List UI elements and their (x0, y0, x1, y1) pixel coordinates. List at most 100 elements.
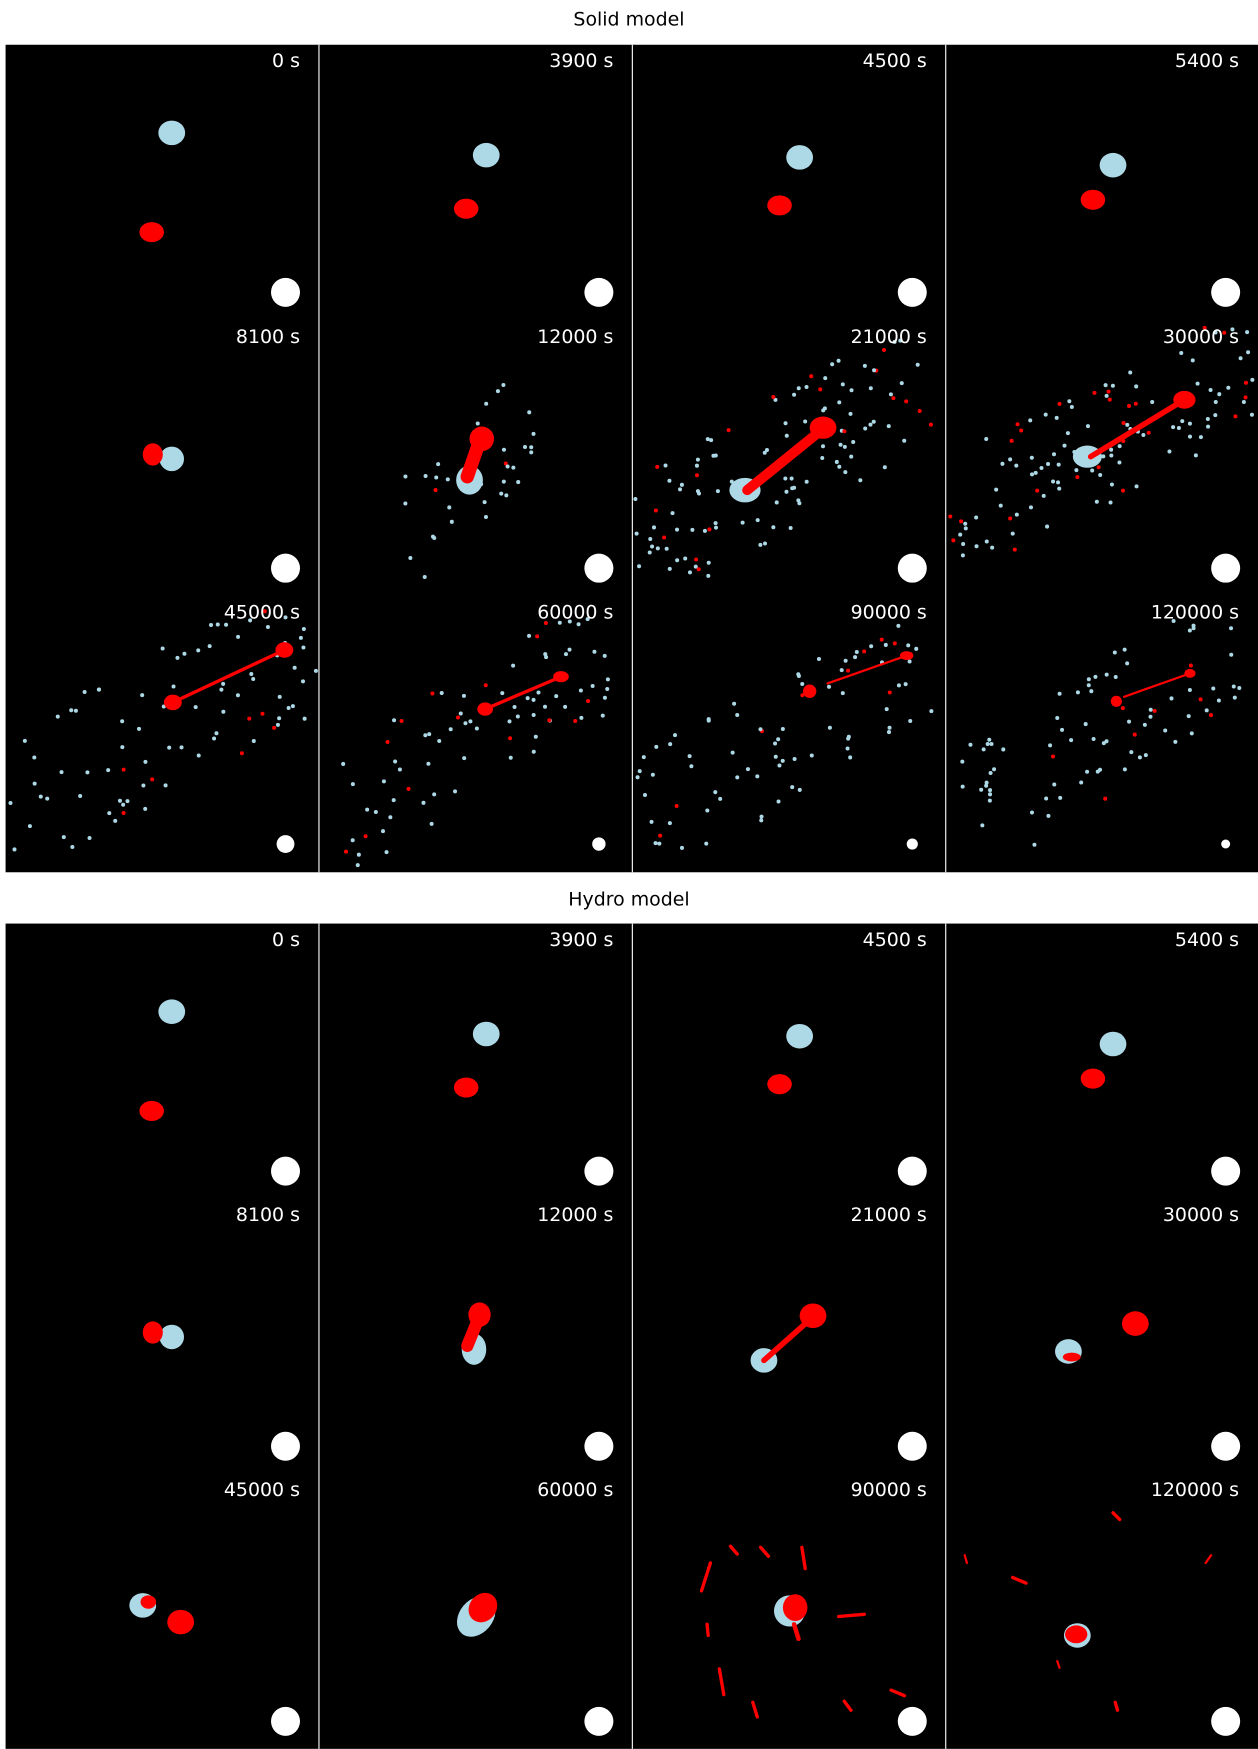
particle (783, 477, 787, 481)
particle (56, 715, 60, 719)
particle (1127, 404, 1131, 408)
particle (1030, 810, 1034, 814)
particle (113, 819, 117, 823)
particle (1250, 378, 1254, 382)
particle (882, 348, 886, 352)
particle (846, 747, 850, 751)
particle (896, 624, 900, 628)
particle (120, 745, 124, 749)
particle (797, 386, 801, 390)
particle (1209, 713, 1213, 717)
particle (774, 755, 778, 759)
particle (1058, 402, 1062, 406)
particle (1105, 394, 1109, 398)
particle (850, 388, 854, 392)
particle (221, 682, 225, 686)
particle (637, 564, 641, 568)
particle (1048, 743, 1052, 747)
particle (790, 785, 794, 789)
body (783, 1594, 808, 1621)
particle (851, 440, 855, 444)
particle (863, 426, 867, 430)
particle (897, 683, 901, 687)
body (1081, 190, 1106, 210)
particle (1044, 413, 1048, 417)
particle (805, 385, 809, 389)
particle (650, 545, 654, 549)
particle (1244, 395, 1248, 399)
particle (827, 685, 831, 689)
particle (456, 716, 460, 720)
particle (1128, 370, 1132, 374)
particle (172, 684, 176, 688)
particle (714, 521, 718, 525)
particle (1229, 626, 1233, 630)
particle (502, 480, 506, 484)
particle (1123, 648, 1127, 652)
particle (706, 437, 710, 441)
particle (904, 399, 908, 403)
particle (1188, 688, 1192, 692)
particle (303, 717, 307, 721)
particle (167, 746, 171, 750)
particle (656, 546, 660, 550)
particle (260, 712, 264, 716)
time-label: 30000 s (1163, 326, 1239, 348)
particle (28, 824, 32, 828)
particle (1191, 358, 1195, 362)
particle (180, 745, 184, 749)
particle (714, 453, 718, 457)
particle (1125, 423, 1129, 427)
particle (755, 774, 759, 778)
particle (914, 647, 918, 651)
particle (1226, 386, 1230, 390)
particle (1127, 720, 1131, 724)
particle (1229, 653, 1233, 657)
particle (818, 387, 822, 391)
particle (432, 536, 436, 540)
planet (898, 1707, 927, 1736)
particle (1148, 715, 1152, 719)
time-label: 3900 s (549, 50, 613, 72)
body (139, 222, 164, 242)
particle (638, 769, 642, 773)
particle (1093, 675, 1097, 679)
time-label: 4500 s (863, 50, 927, 72)
particle (1188, 435, 1192, 439)
particle (696, 489, 700, 493)
particle (849, 412, 853, 416)
particle (994, 488, 998, 492)
particle (106, 768, 110, 772)
particle (586, 699, 590, 703)
particle (468, 719, 472, 723)
particle (689, 764, 693, 768)
particle (988, 792, 992, 796)
particle (735, 775, 739, 779)
planet (271, 1707, 300, 1736)
body (1122, 1311, 1149, 1336)
particle (1079, 780, 1083, 784)
body (786, 145, 813, 170)
particle (351, 838, 355, 842)
particle (793, 757, 797, 761)
particle (483, 500, 487, 504)
particle (568, 648, 572, 652)
particle (675, 558, 679, 562)
particle (344, 850, 348, 854)
particle (823, 376, 827, 380)
particle (364, 834, 368, 838)
particle (792, 486, 796, 490)
particle (1244, 381, 1248, 385)
particle (1113, 650, 1117, 654)
particle (484, 515, 488, 519)
particle (1188, 628, 1192, 632)
particle (673, 733, 677, 737)
particle (884, 643, 888, 647)
body (1100, 153, 1127, 178)
body (810, 417, 837, 439)
planet (898, 1157, 927, 1186)
particle (219, 688, 223, 692)
particle (1110, 482, 1114, 486)
particle (1135, 484, 1139, 488)
body (454, 1077, 479, 1097)
